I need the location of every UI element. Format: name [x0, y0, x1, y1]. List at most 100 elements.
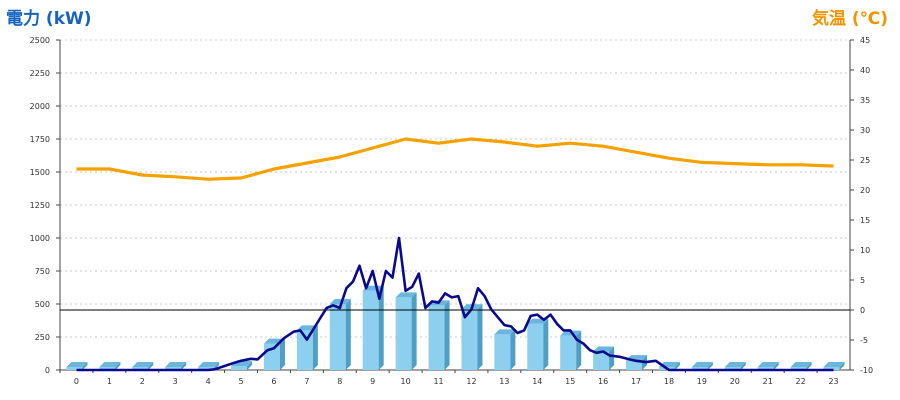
- bar-side: [477, 304, 483, 370]
- x-tick-label: 7: [304, 377, 309, 386]
- temperature-line: [76, 137, 834, 181]
- right-tick-label: 20: [860, 186, 870, 195]
- bar: [790, 367, 807, 370]
- x-tick-label: 19: [697, 377, 707, 386]
- bar-side: [740, 362, 746, 370]
- left-tick-label: 250: [35, 333, 50, 342]
- bar-side: [378, 285, 384, 370]
- bar-top: [132, 362, 154, 367]
- x-tick-label: 5: [238, 377, 243, 386]
- bar: [395, 297, 412, 370]
- bar-side: [707, 362, 713, 370]
- bar-side: [674, 362, 680, 370]
- bar-top: [329, 299, 351, 304]
- x-tick-label: 20: [730, 377, 740, 386]
- right-tick-label: 10: [860, 246, 870, 255]
- x-tick-label: 6: [271, 377, 276, 386]
- bar: [494, 334, 511, 370]
- bar: [66, 367, 83, 370]
- bar-side: [444, 300, 450, 370]
- bar: [724, 367, 741, 370]
- left-tick-label: 1250: [30, 201, 50, 210]
- bar-top: [395, 292, 417, 298]
- bar: [329, 304, 346, 370]
- right-tick-label: 35: [860, 96, 870, 105]
- left-tick-label: 1750: [30, 135, 50, 144]
- bar-top: [494, 329, 516, 335]
- bar-side: [115, 362, 121, 370]
- x-tick-label: 17: [631, 377, 641, 386]
- x-tick-label: 23: [828, 377, 838, 386]
- bar: [691, 367, 708, 370]
- x-tick-label: 8: [337, 377, 342, 386]
- bar-top: [757, 362, 779, 367]
- bar-side: [839, 362, 845, 370]
- x-tick-label: 9: [370, 377, 375, 386]
- bar-top: [593, 346, 615, 352]
- left-tick-label: 2250: [30, 69, 50, 78]
- right-tick-label: -5: [860, 336, 868, 345]
- x-tick-label: 1: [107, 377, 112, 386]
- bar-side: [411, 292, 417, 370]
- bar-side: [543, 318, 549, 370]
- bar-side: [247, 361, 253, 370]
- bar: [99, 367, 116, 370]
- bar-side: [181, 362, 187, 370]
- bar-top: [823, 362, 845, 367]
- power-axis-title: 電力 (kW): [6, 9, 92, 29]
- right-tick-label: 15: [860, 216, 870, 225]
- bar: [132, 367, 149, 370]
- bar-side: [510, 329, 516, 370]
- x-tick-label: 10: [401, 377, 411, 386]
- x-tick-label: 11: [433, 377, 443, 386]
- bar-side: [773, 362, 779, 370]
- bar-side: [609, 346, 615, 370]
- bar: [560, 335, 577, 370]
- bar: [231, 366, 248, 370]
- bar-top: [724, 362, 746, 367]
- x-tick-label: 21: [763, 377, 773, 386]
- bar-top: [362, 285, 384, 291]
- right-tick-label: 25: [860, 156, 870, 165]
- x-tick-label: 13: [499, 377, 509, 386]
- x-tick-label: 12: [466, 377, 476, 386]
- left-tick-label: 2000: [30, 102, 50, 111]
- bar-top: [99, 362, 121, 367]
- bar: [527, 323, 544, 370]
- bar: [198, 367, 215, 370]
- power-line: [76, 236, 834, 372]
- left-tick-label: 1000: [30, 234, 50, 243]
- bar: [296, 330, 313, 370]
- right-tick-label: 45: [860, 36, 870, 45]
- x-tick-label: 0: [74, 377, 79, 386]
- temperature-axis-title: 気温 (℃): [811, 9, 888, 29]
- x-tick-label: 22: [796, 377, 806, 386]
- bar: [626, 360, 643, 370]
- left-tick-label: 500: [35, 300, 50, 309]
- x-tick-label: 16: [598, 377, 608, 386]
- x-tick-label: 4: [206, 377, 211, 386]
- bar: [362, 290, 379, 370]
- bar-top: [66, 362, 88, 367]
- bar: [165, 367, 182, 370]
- bar-top: [198, 362, 220, 367]
- bar-side: [82, 362, 88, 370]
- bar: [593, 351, 610, 370]
- bar-top: [790, 362, 812, 367]
- bar-side: [345, 299, 351, 370]
- bar: [757, 367, 774, 370]
- x-tick-label: 2: [140, 377, 145, 386]
- bar-side: [806, 362, 812, 370]
- bar-top: [691, 362, 713, 367]
- bar-side: [312, 325, 318, 370]
- bar-top: [165, 362, 187, 367]
- x-tick-label: 3: [173, 377, 178, 386]
- bar-side: [576, 330, 582, 370]
- left-tick-label: 750: [35, 267, 50, 276]
- x-tick-label: 15: [565, 377, 575, 386]
- right-tick-label: -10: [860, 366, 873, 375]
- bar-side: [279, 338, 285, 370]
- bar: [823, 367, 840, 370]
- bar: [461, 309, 478, 370]
